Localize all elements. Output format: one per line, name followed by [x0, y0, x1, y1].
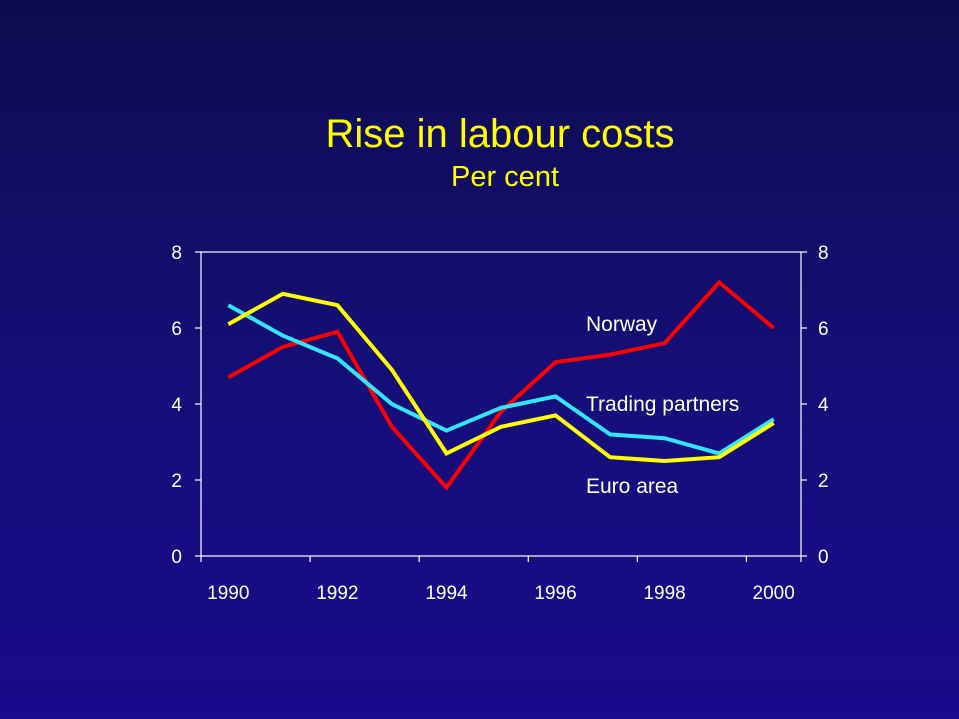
series-label-euro-area: Euro area — [586, 475, 679, 498]
y-tick-label-left: 8 — [171, 243, 182, 264]
y-tick-label-right: 8 — [818, 243, 829, 264]
series-label-norway: Norway — [586, 313, 658, 336]
y-tick-label-left: 0 — [171, 547, 182, 568]
y-tick-label-right: 6 — [818, 319, 829, 340]
y-tick-label-right: 4 — [818, 395, 829, 416]
chart-series-lines — [227, 279, 775, 491]
x-tick-label: 1994 — [425, 583, 468, 604]
chart-series-labels: Norway Trading partners Euro area — [586, 313, 739, 498]
chart-tick-labels: 0 2 4 6 8 0 2 4 6 8 1990 1992 1994 1996 1998 2000 — [171, 243, 829, 604]
series-label-trading-partners: Trading partners — [586, 393, 739, 416]
x-tick-label: 2000 — [753, 583, 795, 604]
series-line-norway — [227, 279, 775, 491]
y-tick-label-left: 2 — [171, 471, 182, 492]
y-tick-label-right: 2 — [818, 471, 829, 492]
chart-axes — [195, 251, 807, 562]
series-line-euro-area — [227, 291, 775, 464]
chart-subtitle: Per cent — [451, 161, 559, 193]
x-tick-label: 1996 — [534, 583, 576, 604]
x-tick-label: 1992 — [316, 583, 358, 604]
x-tick-label: 1998 — [643, 583, 685, 604]
chart-title: Rise in labour costs — [325, 112, 675, 156]
series-line-trading-partners — [227, 303, 775, 456]
y-tick-label-right: 0 — [818, 547, 829, 568]
y-tick-label-left: 4 — [171, 395, 182, 416]
y-tick-label-left: 6 — [171, 319, 182, 340]
x-tick-label: 1990 — [207, 583, 249, 604]
